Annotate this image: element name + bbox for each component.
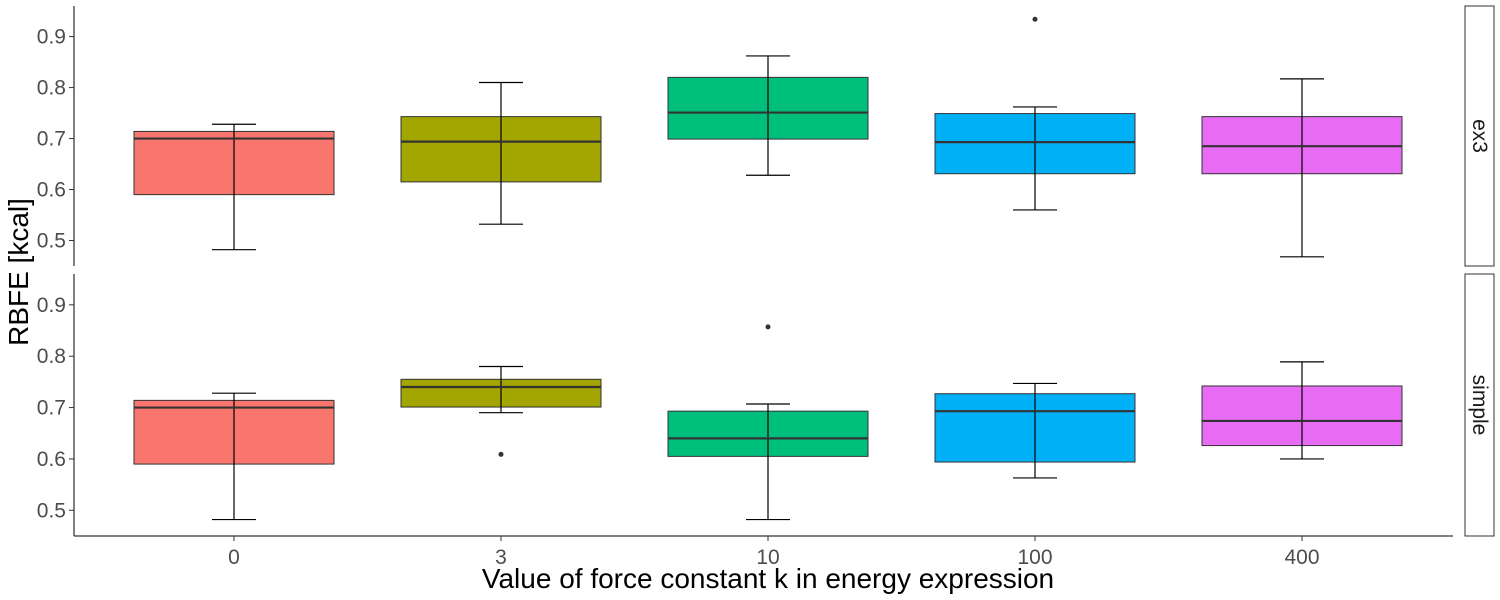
- box-simple-10: [667, 324, 869, 521]
- y-tick-label: 0.9: [37, 26, 66, 49]
- outlier-point: [498, 451, 504, 457]
- box-ex3-400: [1201, 78, 1403, 258]
- y-tick-label: 0.6: [37, 179, 66, 202]
- y-tick-label: 0.5: [37, 230, 66, 253]
- y-tick-label: 0.5: [37, 499, 66, 522]
- strip-box: [1464, 5, 1495, 267]
- y-tick-label: 0.8: [37, 77, 66, 100]
- facet-panel-ex3: 0.5 0.6 0.7 0.8 0.9 ex3: [37, 5, 1495, 267]
- facet-panel-simple: 0.5 0.6 0.7 0.8 0.9 simple: [37, 273, 1495, 537]
- y-tick-label: 0.7: [37, 397, 66, 420]
- outlier-point: [765, 324, 771, 330]
- y-tick-label: 0.8: [37, 345, 66, 368]
- box-simple-3: [400, 365, 602, 457]
- y-tick-label: 0.7: [37, 128, 66, 151]
- x-tick-label: 10: [756, 546, 779, 569]
- x-axis: 0 3 10 100 400: [74, 535, 1453, 569]
- box-simple-0: [133, 392, 335, 521]
- outlier-point: [1032, 16, 1038, 22]
- x-tick-label: 100: [1017, 546, 1052, 569]
- x-tick-label: 0: [228, 546, 240, 569]
- x-tick-label: 3: [495, 546, 507, 569]
- box-simple-400: [1201, 361, 1403, 460]
- y-axis-title: RBFE [kcal]: [3, 198, 34, 346]
- box-simple-100: [934, 382, 1136, 479]
- y-tick-label: 0.6: [37, 448, 66, 471]
- x-tick-label: 400: [1284, 546, 1319, 569]
- strip-label-simple: simple: [1468, 375, 1491, 436]
- x-axis-title: Value of force constant k in energy expr…: [482, 563, 1054, 594]
- box-ex3-3: [400, 81, 602, 225]
- y-tick-label: 0.9: [37, 294, 66, 317]
- strip-box: [1464, 273, 1495, 537]
- box-ex3-100: [934, 16, 1136, 211]
- panels-layer: 0.5 0.6 0.7 0.8 0.9 ex3 0.5 0.6 0.7 0.8 0.9 simple: [37, 5, 1495, 537]
- box-ex3-10: [667, 55, 869, 176]
- strip-label-ex3: ex3: [1468, 119, 1491, 153]
- box-ex3-0: [133, 123, 335, 251]
